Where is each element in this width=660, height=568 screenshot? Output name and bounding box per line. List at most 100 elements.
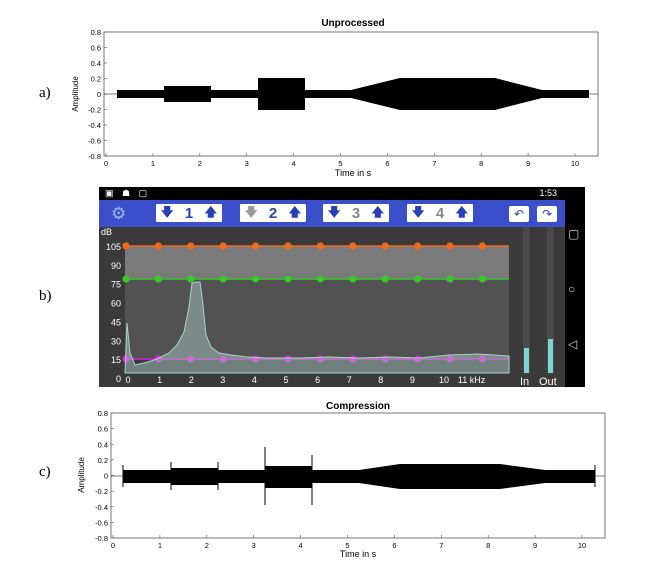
status-bar: ▣ ☗ ▢ 1:53	[99, 187, 565, 200]
plot-c-xticks: 0 1 2 3 4 5 6 7 8 9 10	[111, 535, 586, 550]
undo-icon[interactable]: ↶	[509, 206, 529, 222]
meter-out-track	[547, 227, 554, 373]
band-selector-3[interactable]: 🡇 3 🡅	[323, 204, 389, 222]
orange-handle[interactable]	[349, 242, 357, 250]
green-handle[interactable]	[349, 275, 357, 283]
orange-handle[interactable]	[219, 242, 227, 250]
panel-label-a: a)	[39, 85, 51, 101]
panel-label-b: b)	[39, 288, 52, 304]
green-handle[interactable]	[122, 275, 130, 283]
x-tick-label: 5	[345, 541, 349, 550]
green-handle[interactable]	[219, 275, 227, 283]
y-tick-label: -0.6	[95, 518, 108, 527]
green-handle[interactable]	[154, 275, 162, 283]
green-handle[interactable]	[381, 275, 389, 283]
db-tick-label: 60	[111, 299, 121, 309]
y-tick-label: 0.6	[91, 44, 101, 53]
arrow-down-icon[interactable]: 🡇	[328, 204, 341, 219]
orange-handle[interactable]	[122, 242, 130, 250]
green-handle[interactable]	[187, 275, 195, 283]
android-nav-bar: ▢ ○ ◁	[565, 187, 585, 387]
x-tick-label: 9	[526, 159, 530, 168]
green-handle[interactable]	[316, 275, 324, 283]
app-toolbar: ⚙ 🡇 1 🡅 🡇 2 🡅 🡇 3 🡅 🡇 4 🡅 ↶ ↷	[99, 200, 565, 227]
meter-in-fill	[524, 348, 529, 373]
orange-handle[interactable]	[187, 242, 195, 250]
orange-handle[interactable]	[381, 242, 389, 250]
equalizer-app-screen: ▣ ☗ ▢ 1:53 ⚙ 🡇 1 🡅 🡇 2 🡅 🡇 3 🡅 🡇 4 🡅 ↶ ↷…	[99, 187, 585, 387]
x-tick-label: 5	[338, 159, 342, 168]
orange-handle[interactable]	[252, 242, 260, 250]
arrow-up-icon[interactable]: 🡅	[288, 204, 301, 219]
circle-icon[interactable]: ○	[568, 282, 576, 296]
y-tick-label: 0.8	[98, 409, 108, 418]
green-handle[interactable]	[284, 275, 292, 283]
band-selector-1[interactable]: 🡇 1 🡅	[156, 204, 222, 222]
db-tick-label: 75	[111, 280, 121, 290]
orange-handle[interactable]	[284, 242, 292, 250]
green-handles[interactable]	[122, 275, 486, 283]
freq-tick-label: 2	[189, 375, 194, 385]
meter-out-label: Out	[539, 376, 557, 387]
x-tick-label: 7	[439, 541, 443, 550]
panel-label-c: c)	[39, 464, 51, 480]
band-selector-2[interactable]: 🡇 2 🡅	[240, 204, 306, 222]
arrow-up-icon[interactable]: 🡅	[204, 204, 217, 219]
triangle-back-icon[interactable]: ◁	[568, 337, 578, 351]
plot-unprocessed: Unprocessed 0.8 0.6 0.4 0.2 0 -0.2 -0.4 -0.6 -0.…	[71, 18, 599, 178]
freq-tick-label: 9	[410, 375, 415, 385]
status-time: 1:53	[539, 188, 557, 198]
meter-out-fill	[548, 339, 553, 373]
green-handle[interactable]	[446, 275, 454, 283]
orange-handles[interactable]	[122, 242, 486, 250]
redo-icon[interactable]: ↷	[537, 206, 557, 222]
db-tick-label: 105	[106, 242, 121, 252]
orange-handle[interactable]	[154, 242, 162, 250]
y-tick-label: 0.4	[91, 59, 101, 68]
arrow-down-icon[interactable]: 🡇	[245, 204, 258, 219]
gear-icon[interactable]: ⚙	[111, 204, 127, 223]
freq-tick-label: 3	[220, 375, 225, 385]
freq-tick-label: 10	[439, 375, 449, 385]
orange-handle[interactable]	[446, 242, 454, 250]
x-tick-label: 3	[245, 159, 249, 168]
freq-tick-label: 6	[315, 375, 320, 385]
plot-c-title: Compression	[326, 401, 390, 412]
square-icon[interactable]: ▢	[568, 227, 580, 241]
arrow-down-icon[interactable]: 🡇	[412, 204, 425, 219]
green-handle[interactable]	[478, 275, 486, 283]
plot-c-waveform	[111, 447, 605, 505]
plot-c-yticks: 0.8 0.6 0.4 0.2 0 -0.2 -0.4 -0.6 -0.8	[95, 409, 114, 543]
x-tick-label: 1	[158, 541, 162, 550]
band-selector-4[interactable]: 🡇 4 🡅	[407, 204, 473, 222]
spectrum-curve	[124, 281, 510, 374]
db-tick-label: 30	[111, 336, 121, 346]
green-handle[interactable]	[252, 275, 260, 283]
arrow-up-icon[interactable]: 🡅	[455, 204, 468, 219]
y-tick-label: -0.6	[88, 137, 101, 146]
y-tick-label: -0.8	[88, 152, 101, 161]
y-tick-label: 0.2	[91, 75, 101, 84]
x-tick-label: 10	[578, 541, 586, 550]
freq-tick-label: 0	[125, 375, 130, 385]
db-tick-label: 90	[111, 261, 121, 271]
plot-c-ylabel: Amplitude	[77, 457, 86, 493]
x-tick-label: 6	[385, 159, 389, 168]
y-tick-label: 0.2	[98, 456, 108, 465]
freq-tick-label: 8	[378, 375, 383, 385]
db-ticks: 105 90 75 60 45 30 15 0	[106, 242, 121, 384]
x-tick-label: 0	[111, 541, 115, 550]
green-handle[interactable]	[414, 275, 422, 283]
orange-handle[interactable]	[316, 242, 324, 250]
orange-handle[interactable]	[478, 242, 486, 250]
plot-a-xticks: 0 1 2 3 4 5 6 7 8 9 10	[104, 153, 579, 168]
db-tick-label: 0	[116, 374, 121, 384]
db-label: dB	[101, 227, 112, 237]
y-tick-label: 0	[97, 90, 101, 99]
x-tick-label: 9	[533, 541, 537, 550]
y-tick-label: 0	[104, 472, 108, 481]
arrow-up-icon[interactable]: 🡅	[371, 204, 384, 219]
arrow-down-icon[interactable]: 🡇	[161, 204, 174, 219]
orange-handle[interactable]	[414, 242, 422, 250]
